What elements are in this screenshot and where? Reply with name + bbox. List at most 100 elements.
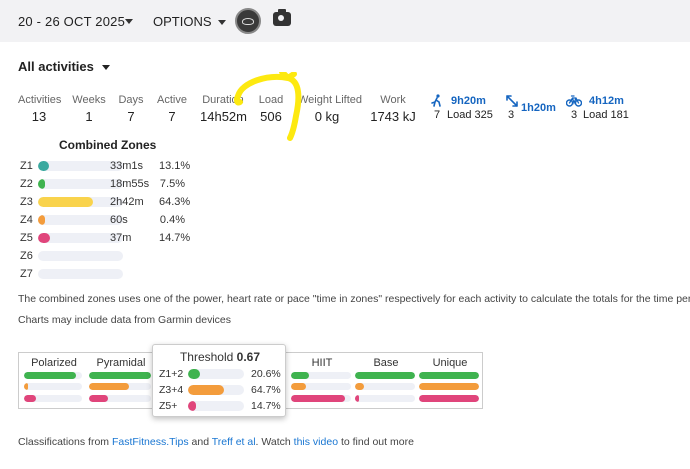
popup-title-label: Threshold: [179, 350, 234, 364]
sport-count: 3: [571, 109, 578, 121]
combined-zones-title: Combined Zones: [59, 138, 157, 152]
classification-base[interactable]: Base: [355, 357, 417, 369]
classification-hiit[interactable]: HIIT: [291, 357, 353, 369]
zone-label: Z7: [20, 268, 33, 280]
zone-row-z4: Z4 60s 0.4%: [20, 214, 220, 226]
zone-time: 18m55s: [110, 178, 150, 190]
sport-count: 3: [508, 109, 515, 121]
run-icon: [431, 94, 441, 107]
zone-label: Z2: [20, 178, 33, 190]
zone-bar: [38, 215, 123, 225]
zone-bar-fill: [38, 215, 45, 225]
zone-bar: [38, 251, 123, 261]
camera-icon[interactable]: [273, 9, 291, 26]
classification-bar: [419, 383, 479, 390]
sport-load: Load 325: [447, 109, 493, 121]
zones-explanation-text: The combined zones uses one of the power…: [18, 293, 690, 305]
classification-bar-fill: [291, 383, 306, 390]
popup-row: Z5+ 14.7%: [159, 400, 283, 412]
sport-summary-bike[interactable]: 4h12m 3 Load 181: [566, 94, 636, 124]
zone-row-z7: Z7: [20, 268, 220, 280]
sport-time: 1h20m: [521, 102, 556, 114]
options-menu-button[interactable]: OPTIONS: [153, 14, 226, 29]
stat-label: Days: [118, 94, 144, 106]
popup-title-value: 0.67: [236, 350, 261, 364]
classification-bar-fill: [89, 383, 130, 390]
popup-row-percent: 64.7%: [251, 384, 281, 396]
activity-filter-label: All activities: [18, 59, 94, 74]
popup-bar: [188, 369, 244, 379]
sport-summary-workout[interactable]: 1h20m 3: [505, 94, 565, 124]
classification-pyramidal[interactable]: Pyramidal: [89, 357, 153, 369]
zone-label: Z5: [20, 232, 33, 244]
fastfitness-link[interactable]: FastFitness.Tips: [111, 436, 189, 448]
stat-label: Weeks: [72, 94, 106, 106]
zone-row-z1: Z1 33m1s 13.1%: [20, 160, 220, 172]
zone-bar-fill: [38, 179, 45, 189]
classification-polarized[interactable]: Polarized: [24, 357, 84, 369]
stat-label: Active: [157, 94, 187, 106]
zone-time: 2h42m: [110, 196, 144, 208]
zone-time: 33m1s: [110, 160, 144, 172]
zone-row-z2: Z2 18m55s 7.5%: [20, 178, 220, 190]
classification-bar-fill: [419, 395, 479, 402]
stat-days: Days 7: [118, 94, 144, 124]
classification-bar-fill: [355, 383, 364, 390]
zone-bar: [38, 233, 123, 243]
footer-text: and: [188, 436, 212, 448]
zone-row-z5: Z5 37m 14.7%: [20, 232, 220, 244]
classification-panel: Polarized Pyramidal HIIT Base Unique: [18, 352, 483, 409]
threshold-popup: Threshold 0.67 Z1+2 20.6% Z3+4 64.7% Z5+…: [152, 344, 286, 417]
classification-bar-fill: [355, 372, 415, 379]
classification-bar-fill: [355, 395, 359, 402]
video-link[interactable]: this video: [293, 436, 339, 448]
zone-time: 37m: [110, 232, 132, 244]
classification-bar-fill: [89, 372, 151, 379]
stat-work: Work 1743 kJ: [370, 94, 416, 124]
zone-bar: [38, 179, 123, 189]
activity-filter-dropdown[interactable]: All activities: [18, 59, 110, 74]
classification-bar-fill: [291, 372, 309, 379]
stat-weight-lifted: Weight Lifted 0 kg: [298, 94, 362, 124]
zone-percent: 13.1%: [159, 160, 191, 172]
zone-row-z3: Z3 2h42m 64.3%: [20, 196, 220, 208]
classification-bar: [355, 395, 415, 402]
zone-bar: [38, 197, 123, 207]
classification-bar: [89, 383, 151, 390]
popup-row-label: Z3+4: [159, 384, 184, 396]
stat-weeks: Weeks 1: [72, 94, 106, 124]
classification-name: Pyramidal: [96, 357, 146, 369]
footer-text: Classifications from: [18, 436, 112, 448]
classification-footer: Classifications from FastFitness.Tips an…: [18, 436, 414, 448]
zone-time: 60s: [110, 214, 128, 226]
classification-bar: [291, 383, 351, 390]
treff-link[interactable]: Treff et al: [211, 436, 256, 448]
stat-value: 14h52m: [200, 109, 247, 124]
classification-bar: [24, 372, 82, 379]
zone-row-z6: Z6: [20, 250, 220, 262]
classification-bar: [355, 383, 415, 390]
avatar[interactable]: [235, 8, 261, 34]
popup-bar: [188, 401, 244, 411]
popup-row-label: Z1+2: [159, 368, 184, 380]
classification-unique[interactable]: Unique: [419, 357, 481, 369]
classification-bar: [419, 395, 479, 402]
stat-duration: Duration 14h52m: [200, 94, 247, 124]
chevron-down-icon: [217, 20, 226, 26]
date-range-selector[interactable]: 20 - 26 OCT 2025: [18, 14, 126, 29]
classification-bar: [419, 372, 479, 379]
zone-label: Z6: [20, 250, 33, 262]
zone-percent: 7.5%: [159, 178, 185, 190]
sport-count: 7: [434, 109, 441, 121]
popup-bar: [188, 385, 244, 395]
zone-percent: 14.7%: [159, 232, 191, 244]
stat-value: 1: [85, 109, 93, 124]
popup-row-label: Z5+: [159, 400, 178, 412]
zone-bar: [38, 269, 123, 279]
popup-title: Threshold 0.67: [153, 350, 287, 364]
stat-value: 0 kg: [314, 109, 340, 124]
classification-bar: [355, 372, 415, 379]
sport-summary-run[interactable]: 9h20m 7 Load 325: [430, 94, 500, 124]
classification-bar: [24, 383, 82, 390]
chevron-down-icon[interactable]: [125, 19, 133, 24]
